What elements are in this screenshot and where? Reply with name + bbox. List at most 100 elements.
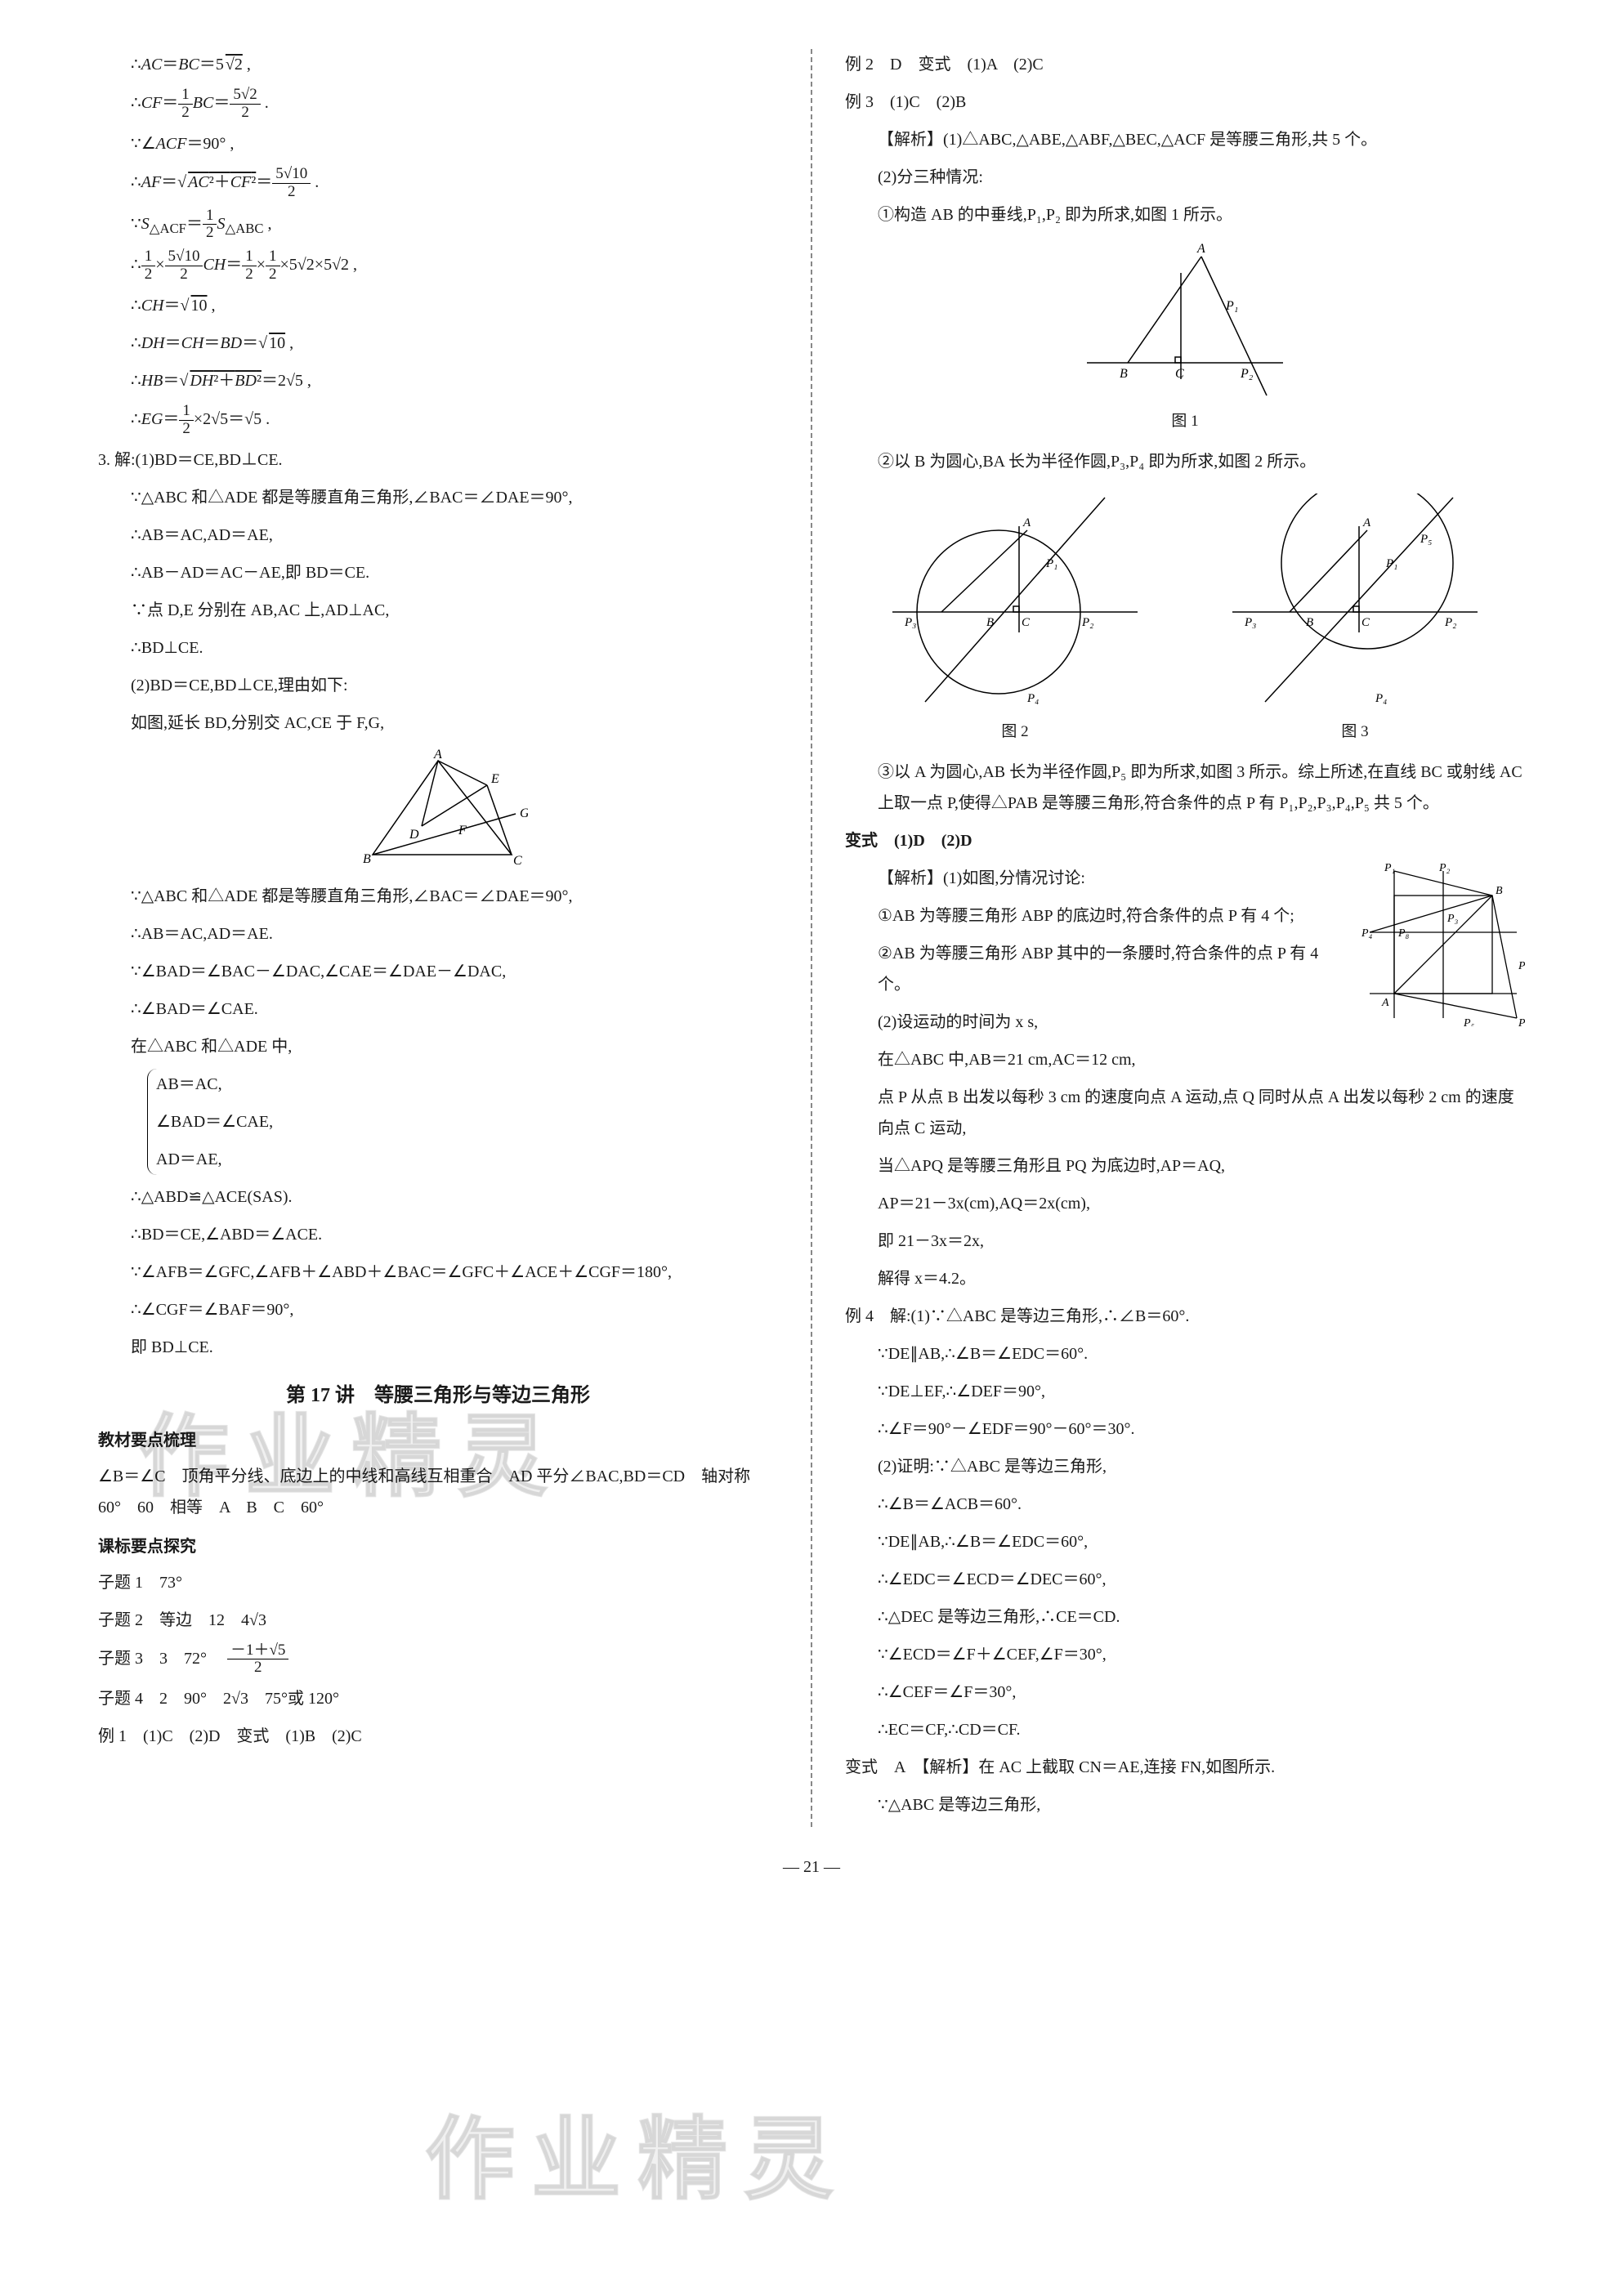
svg-text:A: A (1381, 997, 1389, 1009)
brace-line: AD＝AE, (156, 1144, 778, 1175)
figure-caption: 图 1 (845, 407, 1525, 436)
text-line: ∴BD＝CE,∠ABD＝∠ACE. (131, 1219, 778, 1250)
variant-heading: 变式 (1)D (2)D (845, 825, 1525, 856)
figure-1-svg: A B C P₁ P₂ (1079, 240, 1291, 404)
figure-3-svg: A B C P₁ P₂ P₃ P₄ P₅ (1232, 494, 1478, 714)
variant-figure-svg: A B P₁ P₂ P₃ P₄ P₅ P₆ P₇ P₈ (1361, 863, 1525, 1026)
text-line: 【解析】(1)△ABC,△ABE,△ABF,△BEC,△ACF 是等腰三角形,共… (878, 124, 1525, 155)
example-3-analysis: 【解析】(1)△ABC,△ABE,△ABF,△BEC,△ACF 是等腰三角形,共… (845, 124, 1525, 230)
figure-1: A B C P₁ P₂ 图 1 (845, 240, 1525, 436)
svg-text:P₁: P₁ (1045, 557, 1057, 570)
svg-text:B: B (1306, 616, 1313, 629)
combined-answers: ∠B＝∠C 顶角平分线、底边上的中线和高线互相重合 AD 平分∠BAC,BD＝C… (98, 1461, 778, 1523)
text-line: ∵DE∥AB,∴∠B＝∠EDC＝60°, (878, 1526, 1525, 1557)
svg-text:P₂: P₂ (1240, 367, 1254, 381)
svg-text:P₂: P₂ (1438, 863, 1451, 874)
variant-analysis: A B P₁ P₂ P₃ P₄ P₅ P₆ P₇ P₈ 【解析】(1)如图,分情… (845, 863, 1525, 1301)
svg-text:P₄: P₄ (1361, 927, 1373, 940)
text-line: 当△APQ 是等腰三角形且 PQ 为底边时,AP＝AQ, (878, 1150, 1525, 1182)
brace-group: AB＝AC, ∠BAD＝∠CAE, AD＝AE, (147, 1069, 778, 1175)
svg-text:C: C (1175, 367, 1184, 381)
text-line: 在△ABC 和△ADE 中, (131, 1031, 778, 1062)
watermark-text: 作业精灵 (425, 2075, 850, 2246)
svg-text:G: G (520, 806, 528, 820)
svg-text:P₁: P₁ (1225, 299, 1238, 313)
triangle-svg: A B C D E F G (348, 748, 528, 871)
math-line: ∴12×5√102CH＝12×12×5√2×5√2 , (131, 248, 778, 284)
text-line: ③以 A 为圆心,AB 长为半径作圆,P₅ 即为所求,如图 3 所示。综上所述,… (845, 757, 1525, 819)
text-line: ∴△ABD≌△ACE(SAS). (131, 1182, 778, 1213)
text-line: ①构造 AB 的中垂线,P₁,P₂ 即为所求,如图 1 所示。 (878, 199, 1525, 230)
math-line: ∴CH＝√10 , (131, 290, 778, 321)
math-line: ∴HB＝√DH²＋BD²＝2√5 , (131, 365, 778, 396)
svg-text:D: D (409, 828, 419, 842)
svg-text:P₃: P₃ (904, 616, 916, 629)
svg-text:P₂: P₂ (1081, 616, 1093, 629)
math-line: ∵S△ACF＝12S△ABC , (131, 208, 778, 243)
text-line: ∴∠BAD＝∠CAE. (131, 994, 778, 1025)
math-line: ∴DH＝CH＝BD＝√10 , (131, 328, 778, 359)
example-1: 例 1 (1)C (2)D 变式 (1)B (2)C (98, 1721, 778, 1752)
svg-text:P₇: P₇ (1518, 1017, 1525, 1026)
math-line: ∴EG＝12×2√5＝√5 . (131, 403, 778, 438)
figure-caption: 图 3 (1232, 717, 1478, 747)
svg-text:C: C (1361, 616, 1370, 629)
math-line: ∵∠ACF＝90° , (131, 128, 778, 159)
figure-row: A B C P₁ P₂ P₃ P₄ 图 2 (845, 484, 1525, 757)
svg-text:E: E (490, 772, 499, 786)
example-4-head: 例 4 解:(1)∵△ABC 是等边三角形,∴∠B＝60°. (845, 1301, 1525, 1332)
text-line: ∴∠CGF＝∠BAF＝90°, (131, 1294, 778, 1325)
text-line: 解得 x＝4.2。 (878, 1263, 1525, 1294)
fraction: －1＋√52 (227, 1642, 288, 1677)
sub-problem-2: 子题 2 等边 12 4√3 (98, 1605, 778, 1636)
math-line: ∴AF＝√AC²＋CF²＝5√102 . (131, 166, 778, 201)
svg-text:B: B (986, 616, 994, 629)
example-2: 例 2 D 变式 (1)A (2)C (845, 49, 1525, 80)
problem-3-block-2: ∵△ABC 和△ADE 都是等腰直角三角形,∠BAC＝∠DAE＝90°, ∴AB… (98, 881, 778, 1062)
figure-2-svg: A B C P₁ P₂ P₃ P₄ (892, 494, 1138, 714)
section-title: 第 17 讲 等腰三角形与等边三角形 (98, 1378, 778, 1415)
text-line: ∵DE⊥EF,∴∠DEF＝90°, (878, 1376, 1525, 1407)
brace-line: ∠BAD＝∠CAE, (156, 1106, 778, 1137)
math-line: ∴CF＝12BC＝5√22 . (131, 87, 778, 122)
page-number: — 21 — (98, 1852, 1525, 1883)
example-3: 例 3 (1)C (2)B (845, 87, 1525, 118)
figure-2: A B C P₁ P₂ P₃ P₄ 图 2 (892, 494, 1138, 747)
sub-problem-4: 子题 4 2 90° 2√3 75°或 120° (98, 1683, 778, 1714)
text-line: ∵点 D,E 分别在 AB,AC 上,AD⊥AC, (131, 595, 778, 626)
svg-text:F: F (458, 824, 467, 838)
text-line: 即 BD⊥CE. (131, 1332, 778, 1363)
svg-text:P₃: P₃ (1446, 913, 1459, 925)
triangle-figure: A B C D E F G (98, 748, 778, 871)
svg-text:A: A (1022, 516, 1031, 529)
text-line: ∴AB＝AC,AD＝AE, (131, 520, 778, 551)
svg-text:B: B (1496, 885, 1503, 897)
text-line: ∵∠BAD＝∠BAC－∠DAC,∠CAE＝∠DAE－∠DAC, (131, 956, 778, 987)
svg-text:A: A (1362, 516, 1371, 529)
svg-text:P₂: P₂ (1444, 616, 1456, 629)
svg-text:B: B (1120, 367, 1128, 381)
figure-caption: 图 2 (892, 717, 1138, 747)
derivation-block: ∴AC＝BC＝5√2 , ∴CF＝12BC＝5√22 . ∵∠ACF＝90° ,… (98, 49, 778, 438)
text-line: ∵△ABC 和△ADE 都是等腰直角三角形,∠BAC＝∠DAE＝90°, (131, 881, 778, 912)
svg-text:P₄: P₄ (1375, 692, 1387, 705)
text-line: AP＝21－3x(cm),AQ＝2x(cm), (878, 1188, 1525, 1219)
text-line: 即 21－3x＝2x, (878, 1226, 1525, 1257)
svg-text:C: C (1022, 616, 1031, 629)
text-line: ∵DE∥AB,∴∠B＝∠EDC＝60°. (878, 1338, 1525, 1369)
left-column: ∴AC＝BC＝5√2 , ∴CF＝12BC＝5√22 . ∵∠ACF＝90° ,… (98, 49, 778, 1827)
variant-figure: A B P₁ P₂ P₃ P₄ P₅ P₆ P₇ P₈ (1361, 863, 1525, 1026)
subheading: 课标要点探究 (98, 1531, 778, 1562)
text-line: 在△ABC 中,AB＝21 cm,AC＝12 cm, (878, 1044, 1525, 1075)
svg-text:P₁: P₁ (1384, 863, 1395, 874)
svg-text:P₁: P₁ (1385, 557, 1397, 570)
text-line: ∵△ABC 和△ADE 都是等腰直角三角形,∠BAC＝∠DAE＝90°, (131, 482, 778, 513)
text-line: (2)分三种情况: (878, 162, 1525, 193)
text-line: 点 P 从点 B 出发以每秒 3 cm 的速度向点 A 运动,点 Q 同时从点 … (878, 1082, 1525, 1144)
example-4-block: ∵DE∥AB,∴∠B＝∠EDC＝60°. ∵DE⊥EF,∴∠DEF＝90°, ∴… (845, 1338, 1525, 1745)
text-line: ②以 B 为圆心,BA 长为半径作圆,P₃,P₄ 即为所求,如图 2 所示。 (845, 446, 1525, 477)
text-line: ∵∠AFB＝∠GFC,∠AFB＋∠ABD＋∠BAC＝∠GFC＋∠ACE＋∠CGF… (131, 1257, 778, 1288)
svg-text:A: A (1196, 242, 1205, 256)
svg-text:P₅: P₅ (1420, 533, 1432, 546)
text-line: (2)证明:∵△ABC 是等边三角形, (878, 1451, 1525, 1482)
